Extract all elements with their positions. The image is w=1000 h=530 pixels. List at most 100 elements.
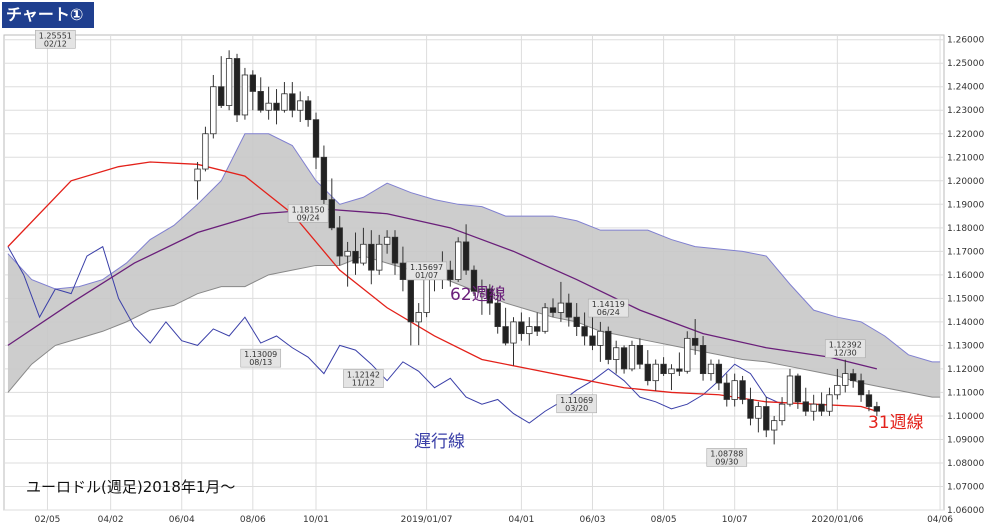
- annotation-price: 1.12392: [829, 341, 862, 350]
- x-tick-label: 02/05: [34, 515, 60, 525]
- annotation-date: 06/24: [597, 308, 620, 317]
- sma31-label: 31週線: [868, 413, 924, 433]
- candle-down: [336, 227, 343, 257]
- candle-up: [541, 307, 549, 332]
- candle-up: [842, 373, 849, 386]
- annotation-price: 1.15697: [410, 263, 443, 272]
- candle-up: [241, 74, 249, 116]
- candle-up: [202, 133, 209, 170]
- candle-down: [715, 363, 723, 384]
- annotation-box: [240, 348, 282, 368]
- annotation-box: [343, 369, 384, 388]
- candle-down: [447, 269, 454, 280]
- candle-down: [352, 250, 359, 264]
- candle-down: [573, 316, 580, 327]
- candle-up: [597, 330, 604, 346]
- chart-caption: ユーロドル(週足)2018年1月～: [26, 478, 235, 496]
- candle-up: [281, 93, 288, 111]
- candle-up: [810, 403, 817, 412]
- annotation-price: 1.13009: [244, 350, 277, 359]
- candle-down: [534, 326, 541, 332]
- candle-down: [581, 326, 588, 337]
- candle-up: [510, 321, 517, 344]
- candle-down: [802, 401, 809, 412]
- annotation-price: 1.25551: [39, 31, 72, 40]
- candle-up: [731, 380, 738, 400]
- chart-title-badge: チャート①: [2, 2, 94, 28]
- annotation-price: 1.11069: [560, 396, 593, 405]
- y-tick-label: 1.14000: [947, 318, 984, 328]
- y-tick-label: 1.24000: [947, 83, 984, 93]
- annotation-date: 11/12: [352, 379, 375, 388]
- candle-down: [565, 302, 572, 318]
- candle-down: [865, 394, 873, 407]
- candle-down: [873, 406, 881, 412]
- candle-down: [399, 262, 407, 280]
- annotation-box: [706, 448, 748, 467]
- x-tick-label: 10/07: [722, 515, 748, 525]
- annotation-box: [587, 298, 629, 318]
- annotation-box: [406, 261, 447, 281]
- candle-up: [526, 326, 533, 335]
- candle-up: [786, 375, 794, 405]
- candle-up: [225, 58, 233, 106]
- lagging-line: [7, 245, 783, 424]
- annotation-price: 1.14119: [592, 300, 625, 309]
- annotation-date: 01/07: [415, 271, 438, 280]
- y-tick-label: 1.21000: [947, 153, 984, 163]
- candle-up: [415, 312, 422, 323]
- y-tick-label: 1.20000: [947, 177, 984, 187]
- candle-up: [771, 420, 778, 431]
- y-tick-label: 1.13000: [947, 341, 984, 351]
- y-tick-label: 1.25000: [947, 59, 984, 69]
- candle-down: [605, 330, 612, 360]
- candle-down: [794, 375, 802, 403]
- annotation-box: [824, 339, 866, 359]
- x-tick-label: 06/03: [580, 515, 606, 525]
- annotation-box: [35, 29, 76, 49]
- y-tick-label: 1.23000: [947, 106, 984, 116]
- annotation-box: [287, 203, 329, 223]
- candle-down: [368, 243, 375, 271]
- annotation-date: 03/20: [565, 404, 588, 413]
- candle-down: [328, 199, 335, 229]
- candle-down: [518, 321, 525, 335]
- y-tick-label: 1.06000: [947, 506, 984, 516]
- candle-up: [455, 241, 462, 280]
- annotation-price: 1.12142: [347, 371, 380, 380]
- candle-down: [818, 403, 825, 412]
- candle-up: [826, 394, 833, 412]
- candle-down: [699, 344, 707, 375]
- x-tick-label: 08/05: [651, 515, 677, 525]
- y-tick-label: 1.08000: [947, 459, 984, 469]
- candle-up: [778, 403, 786, 422]
- candle-down: [312, 119, 320, 158]
- candle-up: [265, 102, 272, 111]
- y-tick-label: 1.26000: [947, 36, 984, 46]
- candle-down: [589, 335, 596, 346]
- y-tick-label: 1.07000: [947, 482, 984, 492]
- candle-up: [613, 347, 620, 360]
- candle-down: [644, 363, 651, 382]
- candle-up: [194, 168, 201, 182]
- candle-down: [486, 288, 493, 304]
- candle-down: [620, 347, 628, 370]
- candle-down: [462, 241, 470, 271]
- candle-down: [502, 326, 509, 344]
- candle-up: [652, 363, 659, 382]
- y-tick-label: 1.09000: [947, 435, 984, 445]
- candle-up: [707, 363, 715, 375]
- y-tick-label: 1.11000: [947, 388, 984, 398]
- candle-down: [747, 399, 754, 419]
- candle-up: [360, 243, 367, 264]
- y-tick-label: 1.22000: [947, 130, 984, 140]
- y-tick-label: 1.17000: [947, 247, 984, 257]
- annotation-date: 09/24: [297, 213, 320, 222]
